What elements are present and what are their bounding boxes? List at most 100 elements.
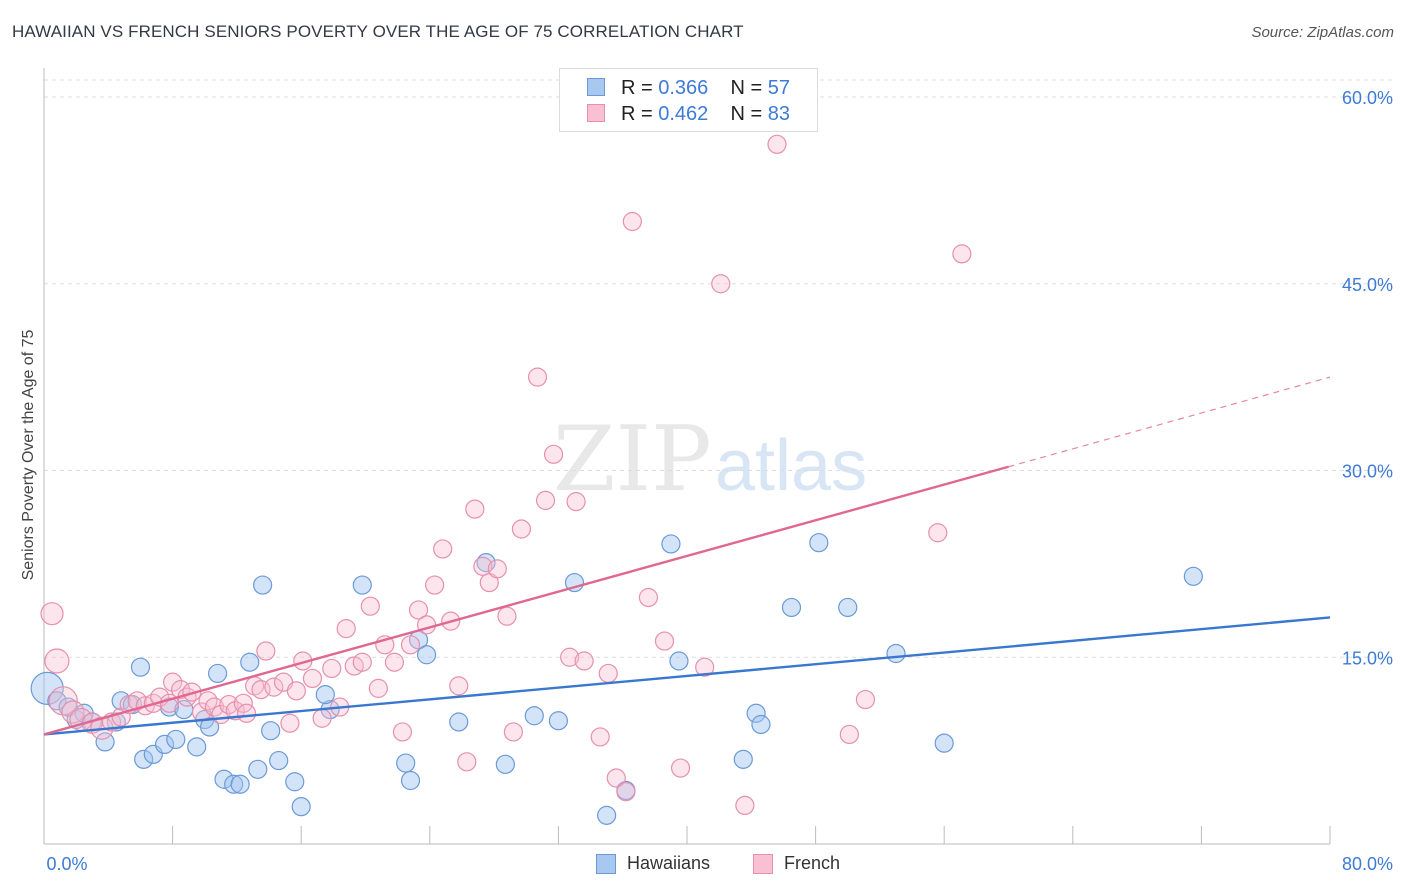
hawaiians-point	[224, 774, 244, 794]
french-point	[368, 678, 388, 698]
french-point	[473, 556, 493, 576]
french-point	[616, 782, 636, 802]
french-point	[204, 697, 224, 717]
hawaiians-point	[285, 772, 305, 792]
hawaiians-point	[269, 750, 289, 771]
hawaiians-legend-swatch	[596, 854, 616, 874]
french-point	[408, 600, 429, 620]
french-point	[425, 575, 445, 595]
hawaiians-point	[524, 706, 544, 726]
watermark-zip: ZIP	[553, 407, 712, 512]
french-point	[449, 676, 469, 696]
hawaiians-point	[199, 717, 220, 737]
french-point	[511, 519, 532, 539]
french-point	[606, 768, 626, 788]
french-point	[590, 727, 610, 747]
r-label: R =	[621, 103, 659, 125]
hawaiians-point	[597, 805, 617, 825]
hawaiians-point	[134, 749, 154, 769]
french-point	[280, 713, 300, 733]
n-label: N =	[730, 77, 768, 99]
french-point	[487, 559, 507, 579]
french-point	[527, 367, 548, 387]
hawaiians-point	[661, 534, 681, 554]
french-point	[312, 708, 332, 728]
french-point	[497, 606, 517, 626]
french-point	[574, 651, 594, 671]
hawaiians-point	[154, 734, 175, 755]
hawaiians-point	[95, 732, 115, 752]
y-tick-label: 45.0%	[1342, 275, 1393, 295]
hawaiians-point	[261, 721, 281, 741]
chart-title: HAWAIIAN VS FRENCH SENIORS POVERTY OVER …	[12, 22, 744, 41]
r-value: 0.366	[658, 77, 709, 99]
french-point	[225, 701, 245, 721]
hawaiians-point	[291, 797, 311, 817]
hawaiians-point	[746, 703, 766, 723]
french-point	[286, 681, 306, 701]
french-swatch	[587, 104, 605, 122]
french-legend-swatch	[753, 854, 773, 874]
french-point	[535, 490, 556, 510]
french-point	[40, 602, 64, 626]
y-tick-label: 15.0%	[1342, 648, 1393, 668]
r-value: 0.462	[658, 103, 709, 125]
french-point	[654, 631, 675, 651]
hawaiians-point	[400, 770, 421, 791]
hawaiians-point	[352, 575, 372, 595]
french-point	[392, 722, 413, 742]
french-point	[360, 596, 380, 616]
y-axis-title: Seniors Poverty Over the Age of 75	[20, 329, 37, 581]
french-point	[336, 619, 356, 639]
hawaiians-point	[240, 652, 260, 672]
hawaiians-point	[30, 671, 64, 705]
hawaiians-swatch	[587, 78, 605, 96]
n-value: 57	[767, 77, 791, 99]
hawaiians-trend-line	[43, 616, 1331, 736]
hawaiians-point	[476, 553, 496, 573]
french-point	[928, 523, 948, 543]
y-tick-label: 30.0%	[1342, 462, 1393, 482]
french-point	[384, 652, 405, 672]
hawaiians-point	[187, 737, 207, 757]
french-point	[465, 499, 485, 519]
hawaiians-point	[253, 575, 273, 595]
french-point	[598, 663, 618, 684]
french-point	[566, 492, 586, 512]
french-point	[302, 668, 323, 689]
french-point	[322, 658, 342, 679]
hawaiians-point	[315, 684, 335, 705]
hawaiians-point	[809, 533, 829, 553]
french-point	[622, 211, 642, 232]
hawaiians-point	[248, 759, 268, 779]
french-point	[44, 648, 70, 674]
x-tick-label: 0.0%	[46, 854, 87, 874]
french-point	[952, 244, 972, 264]
n-label: N =	[730, 103, 768, 125]
french-point	[256, 641, 276, 661]
french-point	[670, 758, 691, 778]
french-point	[711, 274, 731, 294]
hawaiians-point	[733, 749, 753, 769]
french-point	[543, 444, 564, 464]
french-point	[638, 587, 659, 608]
hawaiians-point	[838, 597, 858, 618]
french-point	[352, 652, 372, 672]
hawaiians-point	[416, 645, 437, 665]
hawaiians-point	[781, 597, 802, 618]
french-point	[735, 795, 755, 816]
french-point	[236, 703, 257, 723]
hawaiians-point	[449, 712, 469, 732]
stats-legend: R = 0.366 N = 57 R = 0.462 N = 83	[559, 68, 818, 132]
r-label: R =	[621, 77, 659, 99]
hawaiians-point	[47, 691, 67, 711]
french-point	[433, 539, 453, 559]
y-tick-label: 60.0%	[1342, 88, 1393, 108]
hawaiians-point	[396, 753, 416, 773]
french-point	[855, 689, 876, 710]
hawaiians-point	[669, 651, 689, 671]
french-point	[163, 672, 183, 692]
french-point	[503, 722, 523, 742]
hawaiians-point	[934, 733, 954, 753]
